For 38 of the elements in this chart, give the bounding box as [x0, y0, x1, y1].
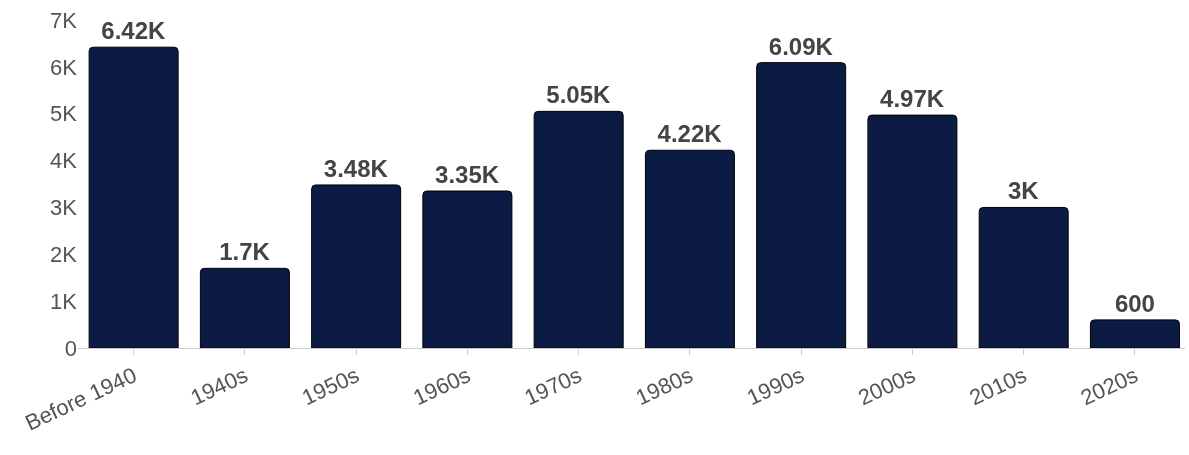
bar — [199, 267, 290, 348]
y-tick-label: 1K — [50, 288, 78, 314]
x-tick-label: Before 1940 — [21, 362, 141, 436]
bar — [311, 184, 402, 348]
data-label: 3K — [1008, 177, 1040, 205]
x-tick-label: 1990s — [743, 362, 808, 411]
bar — [533, 110, 624, 348]
y-tick-label: 3K — [50, 195, 78, 221]
x-tick-label: 1950s — [298, 362, 363, 411]
bar — [1089, 319, 1180, 348]
bar — [422, 190, 513, 348]
data-label: 4.22K — [657, 120, 723, 148]
y-tick-label: 5K — [50, 101, 78, 127]
x-tick-label: 1970s — [520, 362, 586, 411]
x-tick-label: 1980s — [631, 362, 697, 411]
x-tick-label: 1960s — [409, 362, 475, 411]
data-label: 3.35K — [435, 161, 500, 189]
bar — [756, 62, 847, 348]
x-tick-label: 2010s — [965, 362, 1031, 411]
bar — [88, 46, 179, 348]
data-label: 6.09K — [768, 32, 834, 60]
y-tick-label: 2K — [50, 241, 78, 267]
x-tick-label: 1940s — [186, 362, 252, 411]
y-tick-label: 7K — [50, 7, 78, 33]
bar — [978, 206, 1069, 348]
x-tick-label: 2000s — [854, 362, 920, 411]
bar — [867, 114, 958, 348]
data-label: 6.42K — [101, 17, 166, 45]
data-label: 1.7K — [219, 238, 271, 266]
y-tick-label: 4K — [50, 148, 78, 174]
data-label: 5.05K — [546, 81, 612, 109]
x-tick-label: 2020s — [1076, 362, 1142, 411]
y-tick-label: 6K — [50, 54, 78, 80]
data-label: 3.48K — [323, 154, 389, 182]
data-label: 600 — [1114, 289, 1155, 317]
y-tick-label: 0 — [64, 335, 77, 361]
bar — [644, 149, 735, 348]
data-label: 4.97K — [880, 85, 945, 113]
